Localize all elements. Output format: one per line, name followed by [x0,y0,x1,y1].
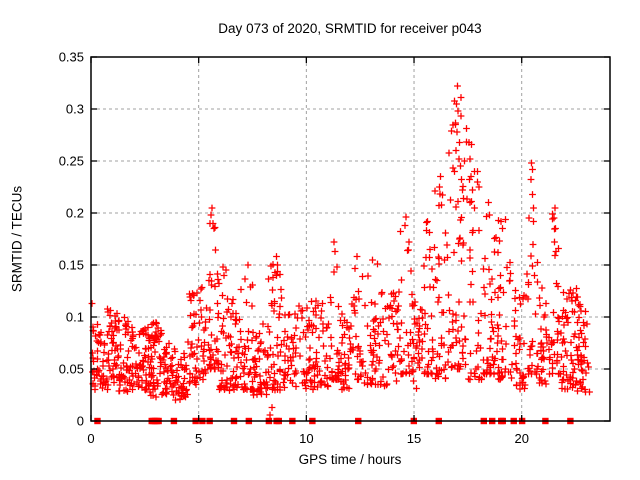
svg-text:10: 10 [299,431,313,446]
svg-text:5: 5 [195,431,202,446]
svg-text:15: 15 [407,431,421,446]
tick-labels: 0 5 10 15 20 0 0.05 0.1 0.15 0.2 0.25 0.3 0.35 [59,50,529,447]
svg-text:0.25: 0.25 [59,154,84,169]
axes-border-and-ticks [90,56,611,422]
scatter-points [88,82,593,419]
svg-text:0.1: 0.1 [66,310,84,325]
x-axis-label: GPS time / hours [298,452,402,467]
svg-text:0.2: 0.2 [66,206,84,221]
svg-text:0.3: 0.3 [66,102,84,117]
svg-text:0.05: 0.05 [59,362,84,377]
svg-text:0.35: 0.35 [59,50,84,65]
svg-text:0.15: 0.15 [59,258,84,273]
svg-text:0: 0 [87,431,94,446]
svg-text:0: 0 [77,414,84,429]
svg-text:20: 20 [514,431,528,446]
chart-title: Day 073 of 2020, SRMTID for receiver p04… [218,21,482,36]
